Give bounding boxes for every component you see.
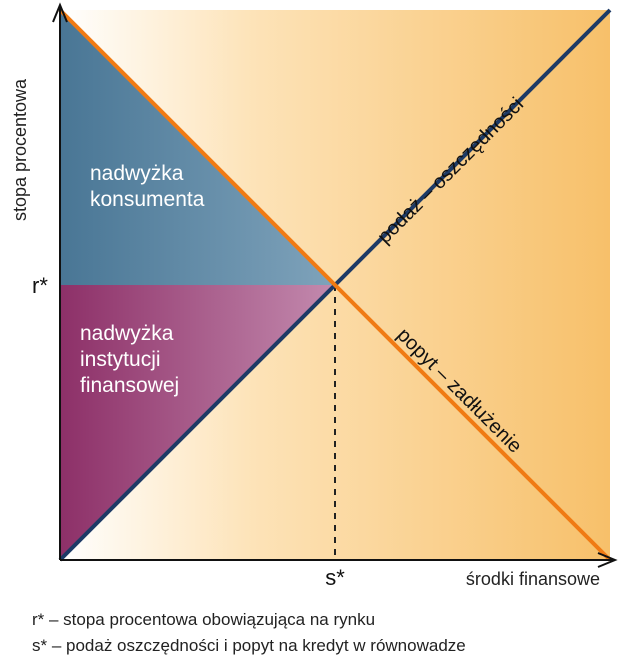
- figure: stopa procentowa środki finansowe r* s* …: [0, 0, 626, 670]
- y-tick-r-star: r*: [32, 273, 48, 298]
- x-tick-s-star: s*: [325, 565, 345, 590]
- legend-line-1: r* – stopa procentowa obowiązująca na ry…: [32, 610, 592, 630]
- producer-surplus-label: nadwyżka instytucji finansowej: [80, 322, 179, 397]
- plot-svg: stopa procentowa środki finansowe r* s* …: [0, 0, 626, 670]
- x-axis-label: środki finansowe: [466, 569, 600, 589]
- y-axis-label: stopa procentowa: [10, 78, 30, 221]
- legend-line-2: s* – podaż oszczędności i popyt na kredy…: [32, 636, 592, 656]
